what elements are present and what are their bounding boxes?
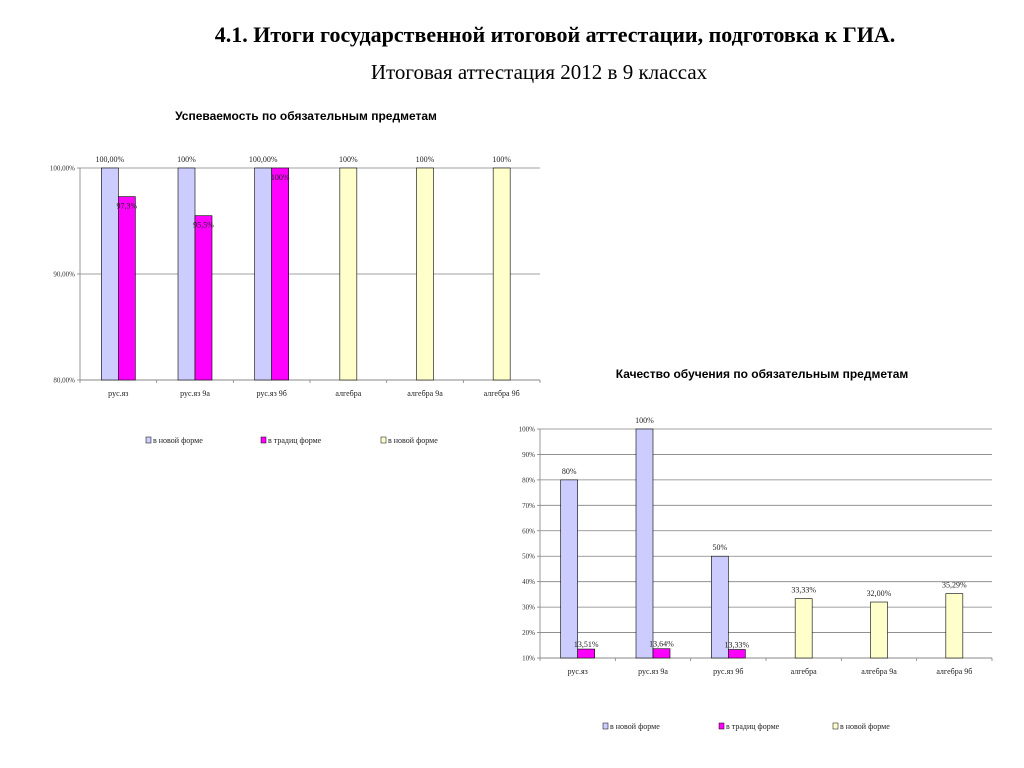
legend-label: в новой форме <box>153 436 203 445</box>
data-label: 100% <box>635 416 654 425</box>
y-tick-label: 90% <box>522 451 535 459</box>
bar <box>254 167 272 381</box>
data-label: 100% <box>416 155 435 164</box>
bar <box>271 167 289 381</box>
bar <box>711 555 729 659</box>
x-tick-label: рус.яз <box>108 389 128 398</box>
data-label: 97,3% <box>116 202 137 211</box>
chart-title: Качество обучения по обязательным предме… <box>616 367 909 381</box>
y-tick-label: 40% <box>522 578 535 586</box>
bar <box>728 649 746 659</box>
page-subtitle: Итоговая аттестация 2012 в 9 классах <box>370 60 708 84</box>
x-tick-label: алгебра 9а <box>407 389 443 398</box>
y-tick-label: 10% <box>522 655 535 663</box>
data-label: 100,00% <box>249 155 278 164</box>
y-tick-label: 80% <box>522 476 535 484</box>
x-tick-label: рус.яз 9а <box>638 667 668 676</box>
x-tick-label: алгебра <box>335 389 361 398</box>
x-tick-label: алгебра <box>791 667 817 676</box>
bar <box>577 648 595 659</box>
x-tick-label: алгебра 9б <box>936 667 972 676</box>
legend-swatch <box>718 722 725 730</box>
y-tick-label: 60% <box>522 527 535 535</box>
legend-swatch <box>832 722 839 730</box>
bar <box>118 196 136 381</box>
data-label: 13,51% <box>574 640 599 649</box>
data-label: 95,5% <box>193 221 214 230</box>
bar <box>339 167 358 381</box>
x-tick-label: рус.яз 9б <box>256 389 286 398</box>
data-label: 35,29% <box>942 581 967 590</box>
y-tick-label: 80,00% <box>53 377 75 385</box>
bar <box>870 601 888 659</box>
x-tick-label: алгебра 9б <box>484 389 520 398</box>
bar <box>194 215 213 381</box>
x-tick-label: алгебра 9а <box>861 667 897 676</box>
data-label: 100% <box>177 155 196 164</box>
data-label: 100% <box>339 155 358 164</box>
y-tick-label: 100% <box>519 426 536 434</box>
bar <box>635 428 654 659</box>
bar <box>652 648 671 659</box>
legend-swatch <box>260 436 267 444</box>
legend-label: в традиц форме <box>726 722 780 731</box>
legend-label: в новой форме <box>388 436 438 445</box>
data-label: 80% <box>562 467 577 476</box>
y-tick-label: 50% <box>522 553 535 561</box>
bar <box>492 167 511 381</box>
bar <box>794 598 813 659</box>
x-tick-label: рус.яз 9а <box>180 389 210 398</box>
y-tick-label: 70% <box>522 502 535 510</box>
data-label: 33,33% <box>791 586 816 595</box>
legend-swatch <box>145 436 152 444</box>
chart-title: Успеваемость по обязательным предметам <box>175 109 437 123</box>
legend-label: в новой форме <box>840 722 890 731</box>
legend-swatch <box>380 436 387 444</box>
legend-swatch <box>602 722 609 730</box>
data-label: 13,64% <box>649 640 674 649</box>
data-label: 100,00% <box>95 155 124 164</box>
x-tick-label: рус.яз <box>568 667 588 676</box>
bar <box>560 479 578 659</box>
bar <box>177 167 196 381</box>
chart-success-rate: Успеваемость по обязательным предметам 80… <box>50 109 541 445</box>
y-tick-label: 20% <box>522 629 535 637</box>
legend-label: в традиц форме <box>268 436 322 445</box>
y-tick-label: 90,00% <box>53 271 75 279</box>
bar <box>416 167 434 381</box>
data-label: 100% <box>271 173 290 182</box>
data-label: 32,00% <box>867 589 892 598</box>
y-tick-label: 100,00% <box>50 165 75 173</box>
data-label: 50% <box>712 543 727 552</box>
x-tick-label: рус.яз 9б <box>713 667 743 676</box>
y-tick-label: 30% <box>522 604 535 612</box>
legend-label: в новой форме <box>610 722 660 731</box>
bar <box>101 167 119 381</box>
bar <box>945 593 964 659</box>
chart-learning-quality: Качество обучения по обязательным предме… <box>519 367 993 731</box>
page-title: 4.1. Итоги государственной итоговой атте… <box>214 22 896 47</box>
data-label: 100% <box>492 155 511 164</box>
data-label: 13,33% <box>724 641 749 650</box>
